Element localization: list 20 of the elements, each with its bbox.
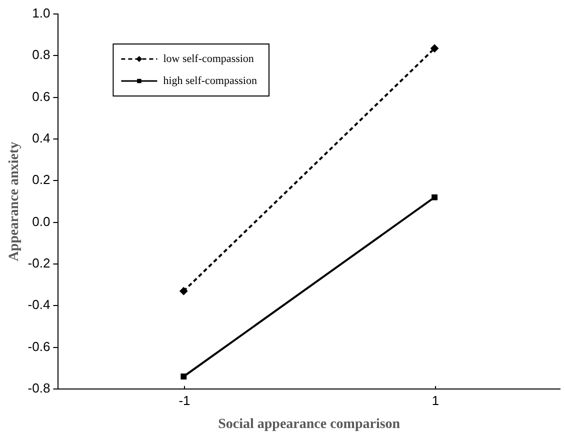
y-axis-title: Appearance anxiety [7,142,22,262]
y-tick-label: -0.2 [28,256,50,271]
y-tick-label: 0.4 [32,130,50,146]
point [180,374,187,380]
y-tick-label: 0.8 [32,47,50,62]
y-tick-label: -0.4 [28,297,50,312]
point [432,194,438,200]
y-tick-label: -0.6 [28,338,50,354]
y-tick-label: -0.8 [28,380,50,396]
x-axis-title: Social appearance comparison [218,417,400,432]
legend-label: low self-compassion [163,52,254,65]
y-tick-label: 0.0 [32,214,50,229]
y-tick-label: 0.6 [32,88,50,104]
legend-label: high self-compassion [163,74,258,87]
y-tick-label: 1.0 [32,6,50,21]
x-tick-label: 1 [432,393,440,408]
point [180,287,188,296]
point [430,44,439,52]
x-tick-label: -1 [178,393,190,408]
y-tick-label: 0.2 [32,172,50,188]
